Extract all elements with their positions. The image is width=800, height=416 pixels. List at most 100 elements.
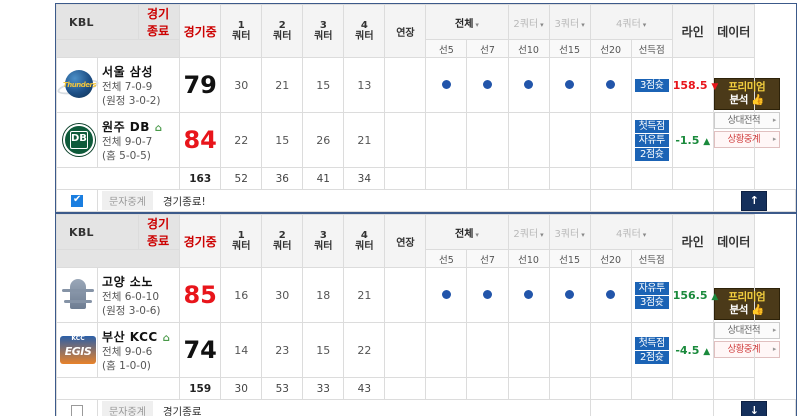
thumb-up-icon: 👍 [751,93,764,106]
table-row: DB 원주 DB ⌂ 전체 9-0-7 (홈 5-0-5) 84 22 15 26 21 첫득점 자유… [55,112,796,168]
first-score-tags: 자유투 3점슛 [630,267,673,323]
quarter-score-4: 21 [343,112,386,168]
team-score: 74 [179,322,222,378]
group-tab-4쿼터[interactable]: 4쿼터 ▾ [589,214,673,250]
totals-quarter-2: 53 [261,377,304,400]
chevron-right-icon: ▸ [772,115,777,124]
sub-header-선7[interactable]: 선7 [466,39,509,58]
header-row-sub: 선5 선7 선10 선15 선20 선득점 [55,39,796,58]
first-score-tags: 3점슛 [630,57,673,113]
thumb-up-icon: 👍 [751,303,764,316]
totals-data [712,167,755,190]
score-table: KBL 경기종료 경기중 1 쿼터 2 쿼터 3 쿼터 4 쿼터 연장 전체 ▾ 2쿼터 ▾ 3쿼터 ▾ 4쿼터 ▾ 라… [55,214,797,416]
footer-row: 문자중계 경기종료 ↓ [55,399,797,416]
tag-badge: 3점슛 [634,78,669,92]
totals-quarter-2: 36 [261,167,304,190]
head-to-head-button[interactable]: 상대전적 ▸ [713,111,780,129]
totals-quarter-3: 41 [302,167,345,190]
group-tab-2쿼터[interactable]: 2쿼터 ▾ [507,214,550,250]
sub-header-선10[interactable]: 선10 [507,39,550,58]
triangle-up-icon: ▲ [711,291,719,302]
sub-header-선득점[interactable]: 선득점 [630,249,673,268]
sub-header-선7[interactable]: 선7 [466,249,509,268]
premium-analysis-button[interactable]: 프리미엄 분석 👍 [713,77,780,110]
marker-cell-0 [425,112,468,168]
sub-header-선15[interactable]: 선15 [548,39,591,58]
scroll-down-button[interactable]: ↓ [741,400,768,416]
totals-marker-5 [630,377,673,400]
footer-message-cell: 문자중계 경기종료 [97,399,591,416]
sub-header-선5[interactable]: 선5 [425,249,468,268]
overtime-header: 연장 [384,214,427,268]
marker-cell-0 [425,267,468,323]
wonju-db-logo: DB [55,112,99,168]
marker-cell-4 [589,112,632,168]
team-name: 부산 KCC ⌂ [102,329,171,344]
quarter-header-2: 2 쿼터 [261,4,304,58]
totals-data [712,377,755,400]
quarter-header-4: 4 쿼터 [343,214,386,268]
totals-marker-1 [466,167,509,190]
team-score: 79 [179,57,222,113]
group-tab-전체[interactable]: 전체 ▾ [425,4,509,40]
premium-analysis-sub: 분석 👍 [729,303,765,316]
line-value-cell: -4.5 ▲ [671,322,714,378]
totals-marker-2 [507,167,550,190]
totals-quarter-4: 34 [343,167,386,190]
group-tab-3쿼터[interactable]: 3쿼터 ▾ [548,4,591,40]
select-game-checkbox[interactable] [71,194,84,207]
sub-header-선10[interactable]: 선10 [507,249,550,268]
overtime-score [384,267,427,323]
blue-dot-icon [606,79,616,89]
group-tab-4쿼터[interactable]: 4쿼터 ▾ [589,4,673,40]
overtime-header: 연장 [384,4,427,58]
overtime-score [384,57,427,113]
blue-dot-icon [606,289,616,299]
footer-spacer [589,189,714,212]
team-info[interactable]: 부산 KCC ⌂ 전체 9-0-6 (홈 1-0-0) [97,322,181,378]
premium-analysis-button[interactable]: 프리미엄 분석 👍 [713,287,780,320]
team-info[interactable]: 원주 DB ⌂ 전체 9-0-7 (홈 5-0-5) [97,112,181,168]
team-info[interactable]: 서울 삼성 전체 7-0-9 (원정 3-0-2) [97,57,181,113]
sub-header-선20[interactable]: 선20 [589,39,632,58]
group-tab-3쿼터[interactable]: 3쿼터 ▾ [548,214,591,250]
live-relay-button[interactable]: 상황중계 ▸ [713,130,780,148]
head-to-head-button[interactable]: 상대전적 ▸ [713,321,780,339]
live-relay-button[interactable]: 상황중계 ▸ [713,340,780,358]
sub-header-선5[interactable]: 선5 [425,39,468,58]
tag-badge: 2점슛 [634,146,669,161]
text-relay-button[interactable]: 문자중계 [102,191,153,210]
team-info[interactable]: 고양 소노 전체 6-0-10 (원정 3-0-6) [97,267,181,323]
quarter-score-1: 14 [220,322,263,378]
team-name: 고양 소노 [102,274,153,289]
sub-header-선20[interactable]: 선20 [589,249,632,268]
chevron-right-icon: ▸ [772,134,777,143]
marker-cell-4 [589,267,632,323]
footer-arrow-cell[interactable]: ↓ [712,399,797,416]
totals-spacer [55,167,181,190]
footer-checkbox-cell[interactable] [55,399,99,416]
select-game-checkbox[interactable] [71,405,84,416]
header-row-top: KBL 경기종료 경기중 1 쿼터 2 쿼터 3 쿼터 4 쿼터 연장 전체 ▾ 2쿼터 ▾ 3쿼터 ▾ 4쿼터 ▾ 라… [55,4,796,58]
quarter-score-2: 21 [261,57,304,113]
triangle-up-icon: ▲ [703,346,711,357]
group-tab-전체[interactable]: 전체 ▾ [425,214,509,250]
line-header: 라인 [671,214,714,268]
group-tab-2쿼터[interactable]: 2쿼터 ▾ [507,4,550,40]
sub-header-선15[interactable]: 선15 [548,249,591,268]
totals-score: 163 [179,167,222,190]
data-header: 데이터 [712,4,755,58]
text-relay-button[interactable]: 문자중계 [102,401,153,416]
totals-line [671,377,714,400]
sub-header-선득점[interactable]: 선득점 [630,39,673,58]
quarter-header-2: 2 쿼터 [261,214,304,268]
data-header: 데이터 [712,214,755,268]
footer-checkbox-cell[interactable] [55,189,99,212]
totals-quarter-1: 30 [220,377,263,400]
quarter-score-1: 16 [220,267,263,323]
footer-arrow-cell[interactable]: ↑ [712,189,797,212]
marker-cell-1 [466,112,509,168]
scroll-up-button[interactable]: ↑ [741,190,768,211]
team-score: 85 [179,267,222,323]
